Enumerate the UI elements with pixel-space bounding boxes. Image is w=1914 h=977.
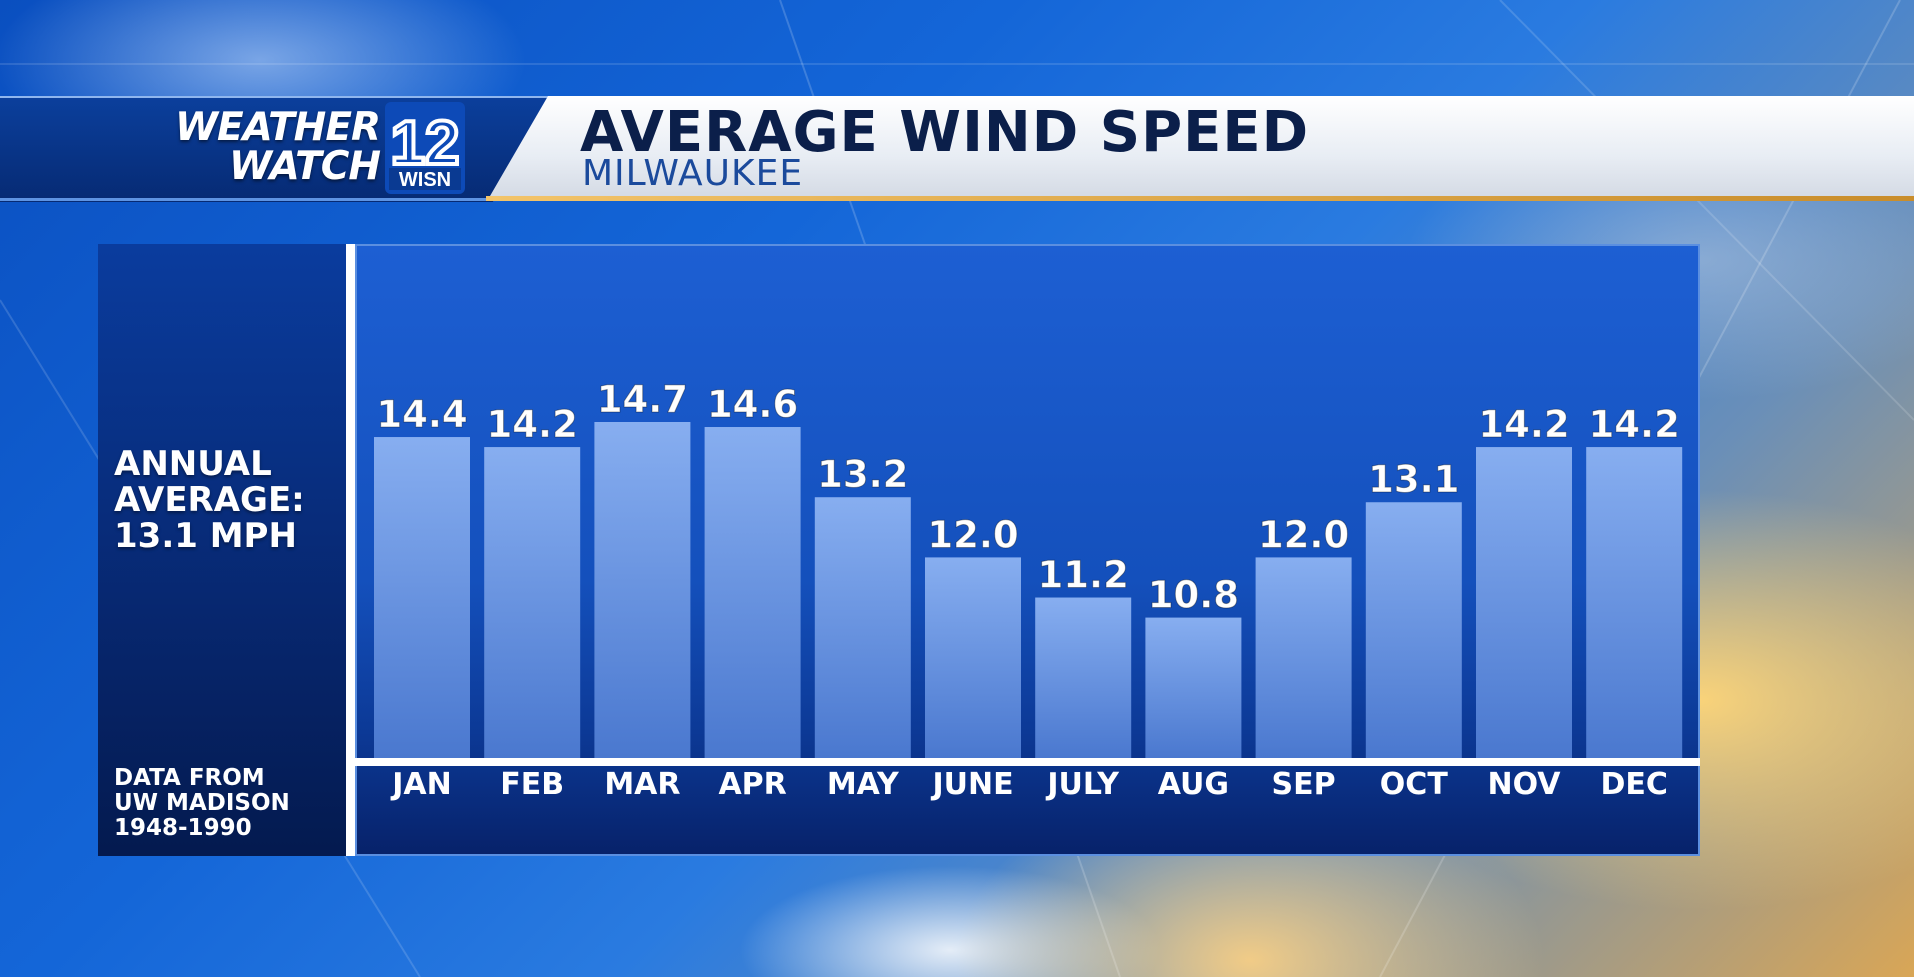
value-label-sep: 12.0 <box>1258 513 1349 556</box>
annual-average-text: ANNUAL AVERAGE: 13.1 MPH <box>114 446 344 554</box>
header-gold-rule <box>486 196 1914 201</box>
category-label-feb: FEB <box>500 767 564 802</box>
category-label-mar: MAR <box>604 767 680 802</box>
category-label-nov: NOV <box>1487 767 1561 802</box>
value-label-nov: 14.2 <box>1478 403 1569 446</box>
value-label-july: 11.2 <box>1038 554 1129 597</box>
annual-line-3: 13.1 MPH <box>114 516 297 556</box>
source-line-1: DATA FROM <box>114 765 265 791</box>
value-label-dec: 14.2 <box>1589 403 1680 446</box>
header-title-panel <box>490 96 1914 196</box>
bar-aug <box>1145 617 1242 758</box>
header-blue-rule <box>0 198 490 201</box>
annual-line-1: ANNUAL <box>114 444 272 484</box>
data-source-text: DATA FROM UW MADISON 1948-1990 <box>114 766 344 841</box>
category-label-oct: OCT <box>1380 767 1449 802</box>
bar-sep <box>1255 557 1352 758</box>
brand-line-2: WATCH <box>229 144 381 189</box>
annual-line-2: AVERAGE: <box>114 480 305 520</box>
logo-call-letters: WISN <box>399 169 451 191</box>
value-label-apr: 14.6 <box>707 383 798 426</box>
category-label-june: JUNE <box>930 767 1013 802</box>
weather-watch-brand: WEATHER WATCH <box>170 105 381 189</box>
bar-may <box>814 497 911 758</box>
bar-feb <box>484 447 581 758</box>
bar-june <box>925 557 1021 758</box>
value-label-may: 13.2 <box>817 453 908 496</box>
header-brand-panel <box>0 96 560 202</box>
x-axis-baseline <box>355 758 1700 766</box>
brand-line-1: WEATHER <box>174 105 381 150</box>
category-label-apr: APR <box>718 767 786 802</box>
category-label-aug: AUG <box>1158 767 1229 802</box>
bar-apr <box>704 427 801 758</box>
category-label-may: MAY <box>827 767 900 802</box>
logo-number: 12 <box>391 109 460 178</box>
value-label-aug: 10.8 <box>1148 574 1239 617</box>
value-label-oct: 13.1 <box>1368 458 1459 501</box>
bar-jan <box>374 437 470 758</box>
category-label-sep: SEP <box>1272 767 1336 802</box>
value-label-feb: 14.2 <box>487 403 578 446</box>
value-label-june: 12.0 <box>927 513 1018 556</box>
page-subtitle: MILWAUKEE <box>582 153 804 194</box>
source-line-3: 1948-1990 <box>114 815 252 841</box>
bar-july <box>1035 597 1132 758</box>
page-title: AVERAGE WIND SPEED <box>580 100 1310 165</box>
wisn-12-logo: 12 WISN <box>385 102 465 194</box>
category-label-jan: JAN <box>390 767 452 802</box>
category-label-july: JULY <box>1045 767 1120 802</box>
category-label-dec: DEC <box>1600 767 1667 802</box>
value-label-jan: 14.4 <box>376 393 467 436</box>
panel-divider <box>346 244 355 856</box>
annual-average-panel <box>98 244 346 856</box>
bar-nov <box>1476 447 1572 758</box>
bar-mar <box>594 422 691 758</box>
bar-dec <box>1586 447 1683 758</box>
bar-oct <box>1365 502 1462 758</box>
value-label-mar: 14.7 <box>597 378 688 421</box>
source-line-2: UW MADISON <box>114 790 290 816</box>
